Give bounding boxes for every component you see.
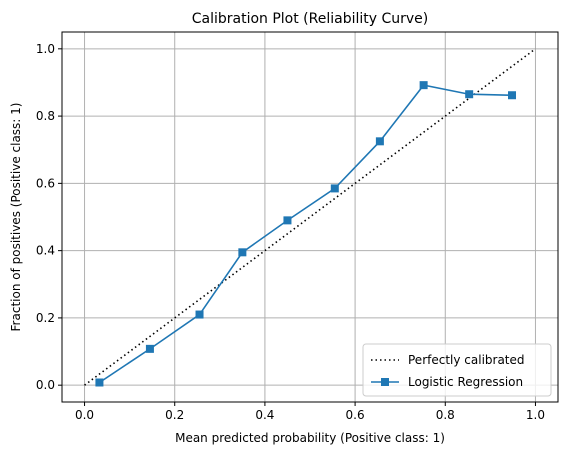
data-point-marker bbox=[195, 310, 204, 319]
x-tick-label: 0.8 bbox=[436, 408, 455, 422]
y-axis-label: Fraction of positives (Positive class: 1… bbox=[9, 103, 23, 332]
legend-label: Logistic Regression bbox=[408, 375, 523, 389]
logistic-regression-line bbox=[98, 84, 513, 384]
data-point-marker bbox=[375, 137, 384, 146]
legend-swatch-marker bbox=[381, 378, 389, 386]
plot-area-frame bbox=[61, 31, 559, 403]
legend: Perfectly calibrated Logistic Regression bbox=[362, 343, 552, 397]
data-point-marker bbox=[95, 378, 104, 387]
y-tick-label: 0.0 bbox=[36, 378, 55, 392]
data-point-marker bbox=[330, 184, 339, 193]
y-tick-label: 0.4 bbox=[36, 244, 55, 258]
x-tick-label: 0.0 bbox=[75, 408, 94, 422]
data-point-marker bbox=[508, 91, 517, 100]
legend-box bbox=[362, 343, 552, 397]
x-tick-label: 0.4 bbox=[255, 408, 274, 422]
legend-label: Perfectly calibrated bbox=[408, 353, 525, 367]
data-point-marker bbox=[238, 248, 247, 257]
grid-lines bbox=[62, 32, 558, 402]
data-point-marker bbox=[465, 90, 474, 99]
axis-ticks: 0.0 0.2 0.4 0.6 0.8 1.0 0.0 0.2 0.4 0.6 0.8 1.0 bbox=[36, 42, 545, 422]
plot-series bbox=[84, 48, 536, 387]
x-tick-label: 0.6 bbox=[346, 408, 365, 422]
perfect-calibration-line bbox=[84, 48, 536, 386]
y-tick-label: 0.6 bbox=[36, 176, 55, 190]
x-axis-label: Mean predicted probability (Positive cla… bbox=[175, 431, 445, 445]
y-tick-label: 1.0 bbox=[36, 42, 55, 56]
chart-title: Calibration Plot (Reliability Curve) bbox=[192, 11, 429, 27]
y-tick-label: 0.2 bbox=[36, 311, 55, 325]
y-tick-label: 0.8 bbox=[36, 109, 55, 123]
data-point-marker bbox=[419, 81, 428, 90]
data-point-marker bbox=[283, 216, 292, 225]
data-point-marker bbox=[145, 344, 154, 353]
x-tick-label: 0.2 bbox=[165, 408, 184, 422]
x-tick-label: 1.0 bbox=[526, 408, 545, 422]
